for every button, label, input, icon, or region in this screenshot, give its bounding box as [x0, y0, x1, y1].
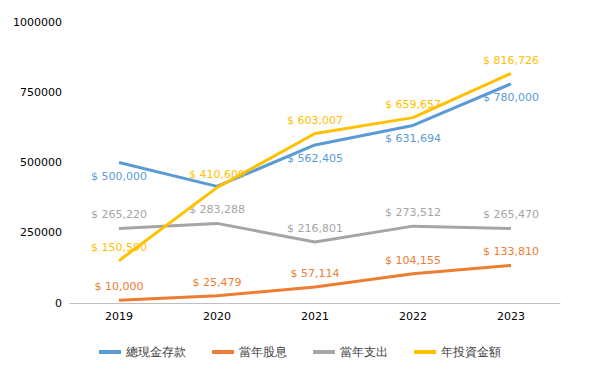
svg-text:1000000: 1000000 [13, 16, 62, 29]
svg-text:$ 104,155: $ 104,155 [385, 254, 441, 267]
svg-text:2020: 2020 [203, 310, 231, 323]
svg-text:0: 0 [55, 297, 62, 310]
svg-text:$ 216,801: $ 216,801 [287, 222, 343, 235]
svg-text:2023: 2023 [497, 310, 525, 323]
svg-text:$ 562,405: $ 562,405 [287, 152, 343, 165]
svg-text:$ 265,220: $ 265,220 [91, 208, 147, 221]
svg-text:$ 816,726: $ 816,726 [483, 54, 539, 67]
svg-text:2021: 2021 [301, 310, 329, 323]
svg-text:當年股息: 當年股息 [239, 345, 287, 359]
svg-text:750000: 750000 [20, 86, 62, 99]
svg-text:2022: 2022 [399, 310, 427, 323]
svg-text:$ 631,694: $ 631,694 [385, 132, 441, 145]
svg-text:$ 265,470: $ 265,470 [483, 208, 539, 221]
svg-text:$ 273,512: $ 273,512 [385, 206, 441, 219]
svg-text:250000: 250000 [20, 226, 62, 239]
svg-text:$ 57,114: $ 57,114 [291, 267, 340, 280]
svg-text:2019: 2019 [105, 310, 133, 323]
svg-text:$ 150,590: $ 150,590 [91, 241, 147, 254]
svg-text:$ 133,810: $ 133,810 [483, 245, 539, 258]
svg-text:$ 283,288: $ 283,288 [189, 203, 245, 216]
svg-text:$ 780,000: $ 780,000 [483, 91, 539, 104]
svg-text:$ 10,000: $ 10,000 [95, 280, 144, 293]
svg-text:總現金存款: 總現金存款 [125, 345, 186, 359]
svg-text:$ 25,479: $ 25,479 [193, 276, 242, 289]
svg-text:當年支出: 當年支出 [340, 345, 388, 359]
svg-text:$ 659,657: $ 659,657 [385, 98, 441, 111]
svg-text:$ 410,600: $ 410,600 [189, 168, 245, 181]
svg-text:$ 500,000: $ 500,000 [91, 170, 147, 183]
svg-text:$ 603,007: $ 603,007 [287, 114, 343, 127]
svg-text:500000: 500000 [20, 156, 62, 169]
svg-text:年投資金額: 年投資金額 [441, 345, 501, 359]
